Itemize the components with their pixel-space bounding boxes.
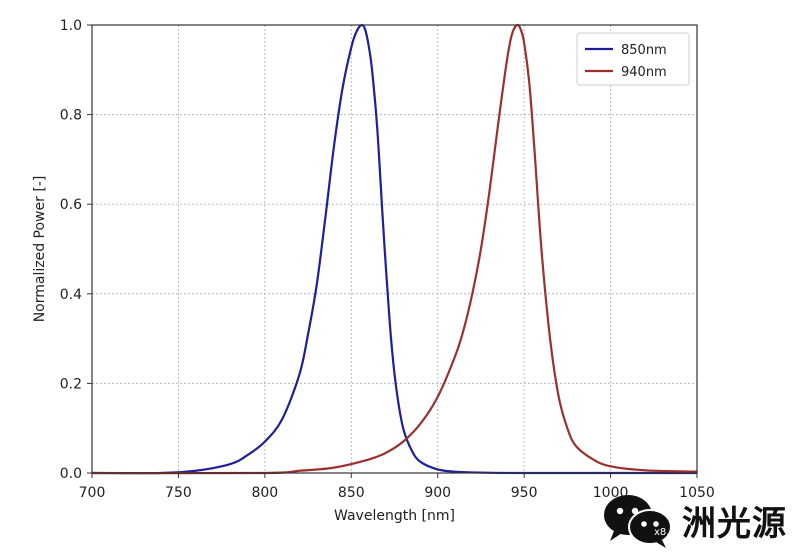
x-tick-label: 800 xyxy=(251,485,278,501)
y-tick-label: 1.0 xyxy=(60,18,82,34)
x-tick-label: 750 xyxy=(165,485,192,501)
legend-label-940nm: 940nm xyxy=(621,65,667,80)
y-tick-label: 0.8 xyxy=(60,108,82,124)
y-axis-label: Normalized Power [-] xyxy=(32,176,48,323)
x-axis-label: Wavelength [nm] xyxy=(334,508,455,524)
y-tick-label: 0.2 xyxy=(60,376,82,392)
legend-label-850nm: 850nm xyxy=(621,43,667,58)
watermark-text: 洲光源 xyxy=(682,503,787,544)
x-tick-label: 850 xyxy=(338,485,365,501)
series-layer xyxy=(91,23,698,475)
x-tick-label: 900 xyxy=(424,485,451,501)
series-line-850nm xyxy=(91,23,698,475)
x-tick-label: 950 xyxy=(511,485,538,501)
plot-frame xyxy=(91,24,698,474)
legend: 850nm 940nm xyxy=(576,32,690,86)
x-tick-label: 700 xyxy=(79,485,106,501)
y-tick-label: 0.4 xyxy=(60,287,82,303)
y-tick-label: 0.0 xyxy=(60,466,82,482)
watermark-badge: x8.4 xyxy=(654,527,676,538)
x-tick-label: 1050 xyxy=(679,485,715,501)
y-tick-label: 0.6 xyxy=(60,197,82,213)
series-line-940nm xyxy=(91,23,698,475)
ticks: 700 750 800 850 900 950 1000 10500.00.20.40.60.… xyxy=(60,18,715,501)
watermark: x8.4 洲光源 xyxy=(600,491,787,549)
wechat-icon: x8.4 xyxy=(604,495,676,548)
grid xyxy=(91,24,698,474)
